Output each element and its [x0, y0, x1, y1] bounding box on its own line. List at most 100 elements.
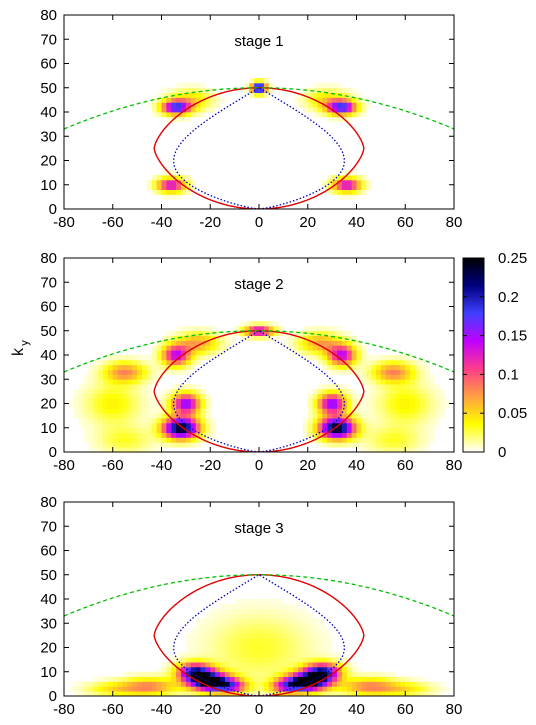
heatmap-cell — [332, 116, 338, 123]
heatmap-cell — [161, 398, 167, 404]
heatmap-cell — [439, 398, 445, 404]
heatmap-cell — [273, 637, 279, 644]
heatmap-cell — [337, 422, 343, 429]
heatmap-cell — [98, 384, 104, 390]
heatmap-cell — [112, 437, 119, 443]
heatmap-cell — [98, 403, 104, 409]
heatmap-cell — [307, 413, 314, 419]
heatmap-cell — [244, 608, 250, 614]
heatmap-cell — [410, 369, 416, 375]
heatmap-cell — [73, 681, 80, 687]
heatmap-cell — [146, 408, 153, 414]
heatmap-cell — [78, 413, 84, 419]
heatmap-cell — [298, 681, 304, 687]
heatmap-cell — [337, 340, 343, 346]
heatmap-cell — [259, 608, 265, 614]
heatmap-cell — [400, 686, 406, 692]
heatmap-cell — [415, 403, 421, 409]
heatmap-cell — [419, 427, 426, 433]
heatmap-cell — [327, 432, 333, 438]
heatmap-cell — [78, 691, 84, 697]
heatmap-cell — [229, 676, 236, 682]
heatmap-cell — [244, 662, 250, 668]
heatmap-cell — [244, 691, 250, 697]
heatmap-cell — [161, 686, 167, 692]
heatmap-cell — [322, 364, 328, 370]
heatmap-cell — [298, 345, 304, 351]
heatmap-cell — [317, 442, 323, 448]
heatmap-cell — [395, 379, 401, 385]
heatmap-cell — [210, 613, 216, 619]
heatmap-cell — [424, 384, 431, 390]
heatmap-cell — [171, 408, 177, 414]
heatmap-cell — [424, 422, 431, 429]
heatmap-cell — [400, 413, 406, 419]
heatmap-cell — [195, 398, 201, 404]
heatmap-cell — [341, 355, 348, 361]
heatmap-cell — [327, 657, 333, 663]
heatmap-cell — [161, 189, 167, 195]
heatmap-cell — [298, 618, 304, 624]
heatmap-cell — [361, 691, 367, 697]
y-tick-label: 10 — [40, 664, 57, 681]
heatmap-cell — [395, 422, 401, 429]
heatmap-cell — [390, 681, 396, 687]
heatmap-cell — [385, 418, 392, 424]
heatmap-cell — [371, 671, 377, 677]
heatmap-cell — [385, 364, 392, 370]
heatmap-cell — [98, 359, 104, 366]
heatmap-cell — [283, 628, 289, 634]
heatmap-cell — [268, 642, 275, 648]
heatmap-cell — [302, 613, 309, 619]
heatmap-cell — [293, 642, 299, 648]
heatmap-cell — [278, 657, 284, 663]
heatmap-cell — [176, 82, 182, 89]
heatmap-cell — [176, 413, 182, 419]
y-tick-label: 40 — [40, 104, 57, 121]
heatmap-cell — [302, 657, 309, 663]
heatmap-cell — [351, 422, 357, 429]
heatmap-cell — [293, 623, 299, 629]
heatmap-cell — [117, 413, 123, 419]
heatmap-cell — [283, 652, 289, 658]
heatmap-cell — [200, 657, 206, 663]
heatmap-cell — [259, 628, 265, 634]
heatmap-cell — [410, 418, 416, 424]
heatmap-cell — [322, 642, 328, 648]
heatmap-cell — [146, 413, 153, 419]
heatmap-cell — [210, 657, 216, 663]
heatmap-cell — [156, 374, 162, 380]
heatmap-cell — [322, 413, 328, 419]
heatmap-cell — [234, 657, 240, 663]
heatmap-cell — [176, 107, 182, 113]
heatmap-cell — [312, 657, 318, 663]
heatmap-cell — [220, 618, 226, 624]
heatmap-cell — [142, 403, 148, 409]
heatmap-cell — [337, 325, 343, 332]
heatmap-cell — [234, 325, 240, 332]
x-tick-label: -60 — [102, 457, 124, 474]
heatmap-cell — [298, 330, 304, 336]
heatmap-cell — [356, 175, 362, 181]
heatmap-cell — [229, 681, 236, 687]
heatmap-cell — [380, 393, 387, 400]
heatmap-cell — [205, 662, 211, 668]
heatmap-cell — [351, 388, 357, 395]
heatmap-cell — [278, 637, 284, 644]
heatmap-cell — [117, 686, 123, 692]
heatmap-cell — [327, 102, 333, 108]
heatmap-cell — [127, 671, 133, 677]
heatmap-cell — [166, 671, 172, 677]
heatmap-cell — [83, 408, 89, 414]
heatmap-cell — [307, 666, 314, 673]
heatmap-cell — [83, 427, 89, 433]
heatmap-cell — [122, 686, 128, 692]
heatmap-cell — [341, 350, 348, 356]
heatmap-cell — [337, 87, 343, 93]
heatmap-cell — [185, 359, 192, 366]
heatmap-cell — [307, 92, 314, 98]
heatmap-cell — [254, 628, 260, 634]
heatmap-cell — [88, 691, 94, 697]
heatmap-cell — [288, 618, 294, 624]
heatmap-cell — [249, 78, 255, 84]
